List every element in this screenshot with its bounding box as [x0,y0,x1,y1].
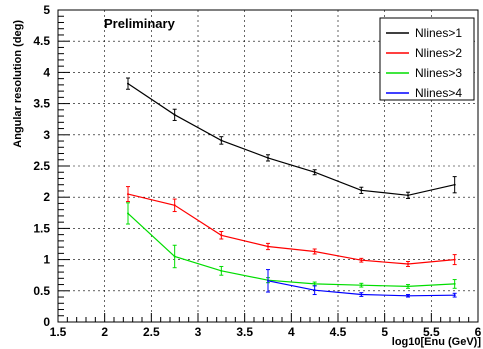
data-point [407,194,409,197]
data-point [267,279,269,282]
data-point [127,193,129,196]
legend-box [379,17,475,101]
data-point [313,250,316,253]
data-point [267,156,269,159]
data-point [173,113,176,116]
x-tick-label: 5 [381,325,388,339]
data-point [173,255,176,258]
y-tick-label: 3 [43,128,50,142]
data-point [453,294,456,297]
data-point [360,293,363,296]
data-point [220,234,223,237]
data-point [407,262,409,265]
legend-label: Nlines>3 [415,66,462,80]
y-axis-title: Angular resolution (deg) [12,20,24,148]
x-axis-title: log10[Enu (GeV)] [392,336,482,348]
data-point [313,282,316,285]
x-tick-labels: 1.5 2 2.5 3 3.5 4 4.5 5 5.5 6 [50,325,482,339]
series-3 [126,202,457,289]
y-tick-label: 1 [43,253,50,267]
x-tick-label: 1.5 [50,325,67,339]
y-tick-label: 2.5 [33,159,50,173]
x-tick-label: 4 [288,325,295,339]
series-2 [126,186,457,267]
series-1 [126,77,457,199]
legend-label: Nlines>1 [415,26,462,40]
y-tick-label: 2 [43,190,50,204]
y-tick-label: 0 [43,315,50,329]
data-point [360,284,363,287]
y-tick-label: 4 [43,65,50,79]
y-tick-label: 5 [43,3,50,17]
y-tick-label: 3.5 [33,97,50,111]
x-tick-label: 3.5 [236,325,253,339]
data-point [453,258,456,261]
data-point [267,245,269,248]
legend: Nlines>1 Nlines>2 Nlines>3 Nlines>4 [379,17,475,101]
data-point [313,289,316,292]
data-point [220,139,223,142]
y-tick-label: 1.5 [33,221,50,235]
x-tick-label: 5.5 [423,325,440,339]
x-tick-label: 3 [195,325,202,339]
y-tick-label: 4.5 [33,34,50,48]
data-point [407,285,409,288]
series-layer [126,77,457,298]
data-point [360,189,363,192]
data-point [453,282,456,285]
x-tick-label: 2 [101,325,108,339]
data-point [127,212,129,215]
y-tick-label: 0.5 [33,284,50,298]
preliminary-annotation: Preliminary [104,16,176,31]
series-line [127,83,455,196]
legend-label: Nlines>4 [415,86,462,100]
data-point [407,294,409,297]
data-point [360,259,363,262]
series-line [127,212,455,288]
data-point [127,82,129,85]
data-point [313,171,316,174]
legend-label: Nlines>2 [415,46,462,60]
series-line [127,193,455,265]
x-tick-label: 4.5 [330,325,347,339]
data-point [220,269,223,272]
series-4 [266,269,457,298]
x-tick-label: 6 [475,325,482,339]
x-tick-label: 2.5 [143,325,160,339]
data-point [453,183,456,186]
data-point [173,204,176,207]
y-tick-labels: 0 0.5 1 1.5 2 2.5 3 3.5 4 4.5 5 [33,3,50,329]
axis-ticks [57,9,479,323]
